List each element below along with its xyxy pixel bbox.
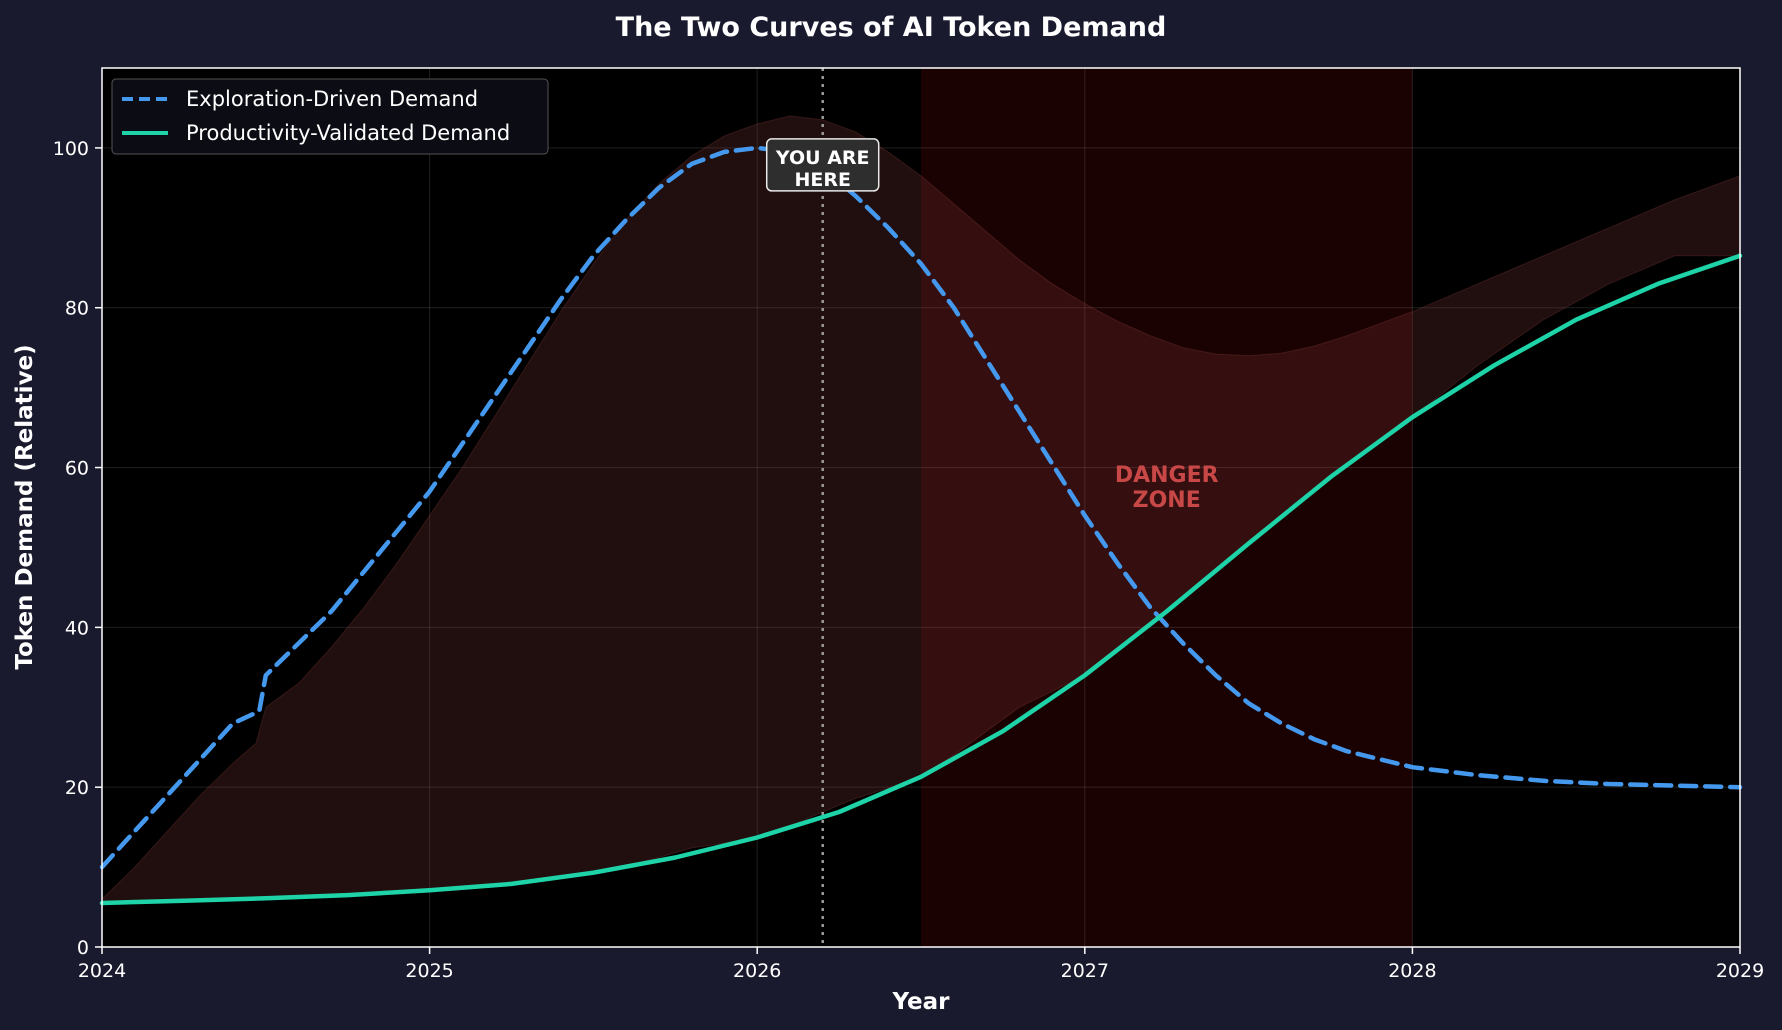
y-tick-label: 20 xyxy=(65,777,89,799)
x-tick-label: 2024 xyxy=(78,960,126,982)
y-axis-ticks: 0 20 40 60 80 100 xyxy=(53,138,102,959)
plot-area xyxy=(102,68,1740,947)
y-tick-label: 60 xyxy=(65,458,89,480)
chart-title: The Two Curves of AI Token Demand xyxy=(616,12,1167,43)
you-are-here-label: HERE xyxy=(794,169,851,191)
shaded-regions xyxy=(921,68,1413,947)
productivity-demand-line xyxy=(99,253,1743,906)
danger-zone-label: DANGER xyxy=(1115,463,1219,488)
y-tick-label: 80 xyxy=(65,298,89,320)
x-tick-label: 2025 xyxy=(405,960,453,982)
y-axis-label: Token Demand (Relative) xyxy=(12,344,38,669)
legend-label-productivity: Productivity-Validated Demand xyxy=(186,121,510,145)
plot-frame xyxy=(101,67,1741,948)
legend: Exploration-Driven Demand Productivity-V… xyxy=(111,78,549,155)
danger-zone-label: ZONE xyxy=(1133,488,1201,513)
y-tick-label: 0 xyxy=(77,937,89,959)
legend-box xyxy=(111,78,549,155)
legend-label-exploration: Exploration-Driven Demand xyxy=(186,87,478,111)
x-tick-label: 2028 xyxy=(1388,960,1436,982)
region-danger-zone xyxy=(921,68,1413,947)
x-tick-label: 2027 xyxy=(1061,960,1109,982)
y-tick-label: 100 xyxy=(53,138,89,160)
y-tick-label: 40 xyxy=(65,617,89,639)
x-tick-label: 2029 xyxy=(1716,960,1764,982)
you-are-here-box xyxy=(765,138,880,192)
x-tick-label: 2026 xyxy=(733,960,781,982)
x-axis-label: Year xyxy=(891,989,950,1015)
x-axis-ticks: 2024 2025 2026 2027 2028 2029 xyxy=(78,947,1764,982)
you-are-here-label: YOU ARE xyxy=(775,147,870,169)
